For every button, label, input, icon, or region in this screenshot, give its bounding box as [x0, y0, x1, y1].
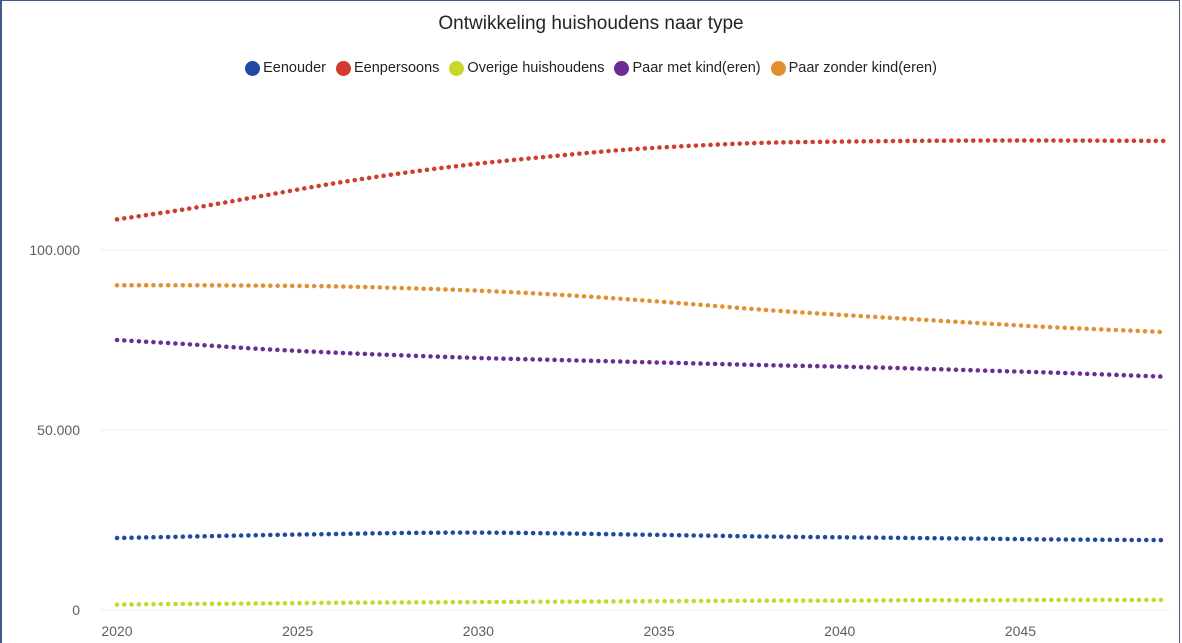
x-tick-label: 2035 — [643, 623, 674, 639]
series-line-eenouder[interactable] — [117, 533, 1165, 541]
x-tick-label: 2045 — [1005, 623, 1036, 639]
series-line-overige-huishoudens[interactable] — [117, 600, 1165, 605]
y-tick-label: 100.000 — [29, 242, 80, 258]
y-tick-label: 0 — [72, 602, 80, 618]
series-line-paar-met-kind-eren[interactable] — [117, 340, 1165, 377]
y-tick-label: 50.000 — [37, 422, 80, 438]
series-line-eenpersoons[interactable] — [117, 141, 1165, 220]
x-tick-label: 2040 — [824, 623, 855, 639]
x-tick-label: 2020 — [101, 623, 132, 639]
x-tick-label: 2025 — [282, 623, 313, 639]
series-line-paar-zonder-kind-eren[interactable] — [117, 285, 1165, 332]
x-tick-label: 2030 — [463, 623, 494, 639]
